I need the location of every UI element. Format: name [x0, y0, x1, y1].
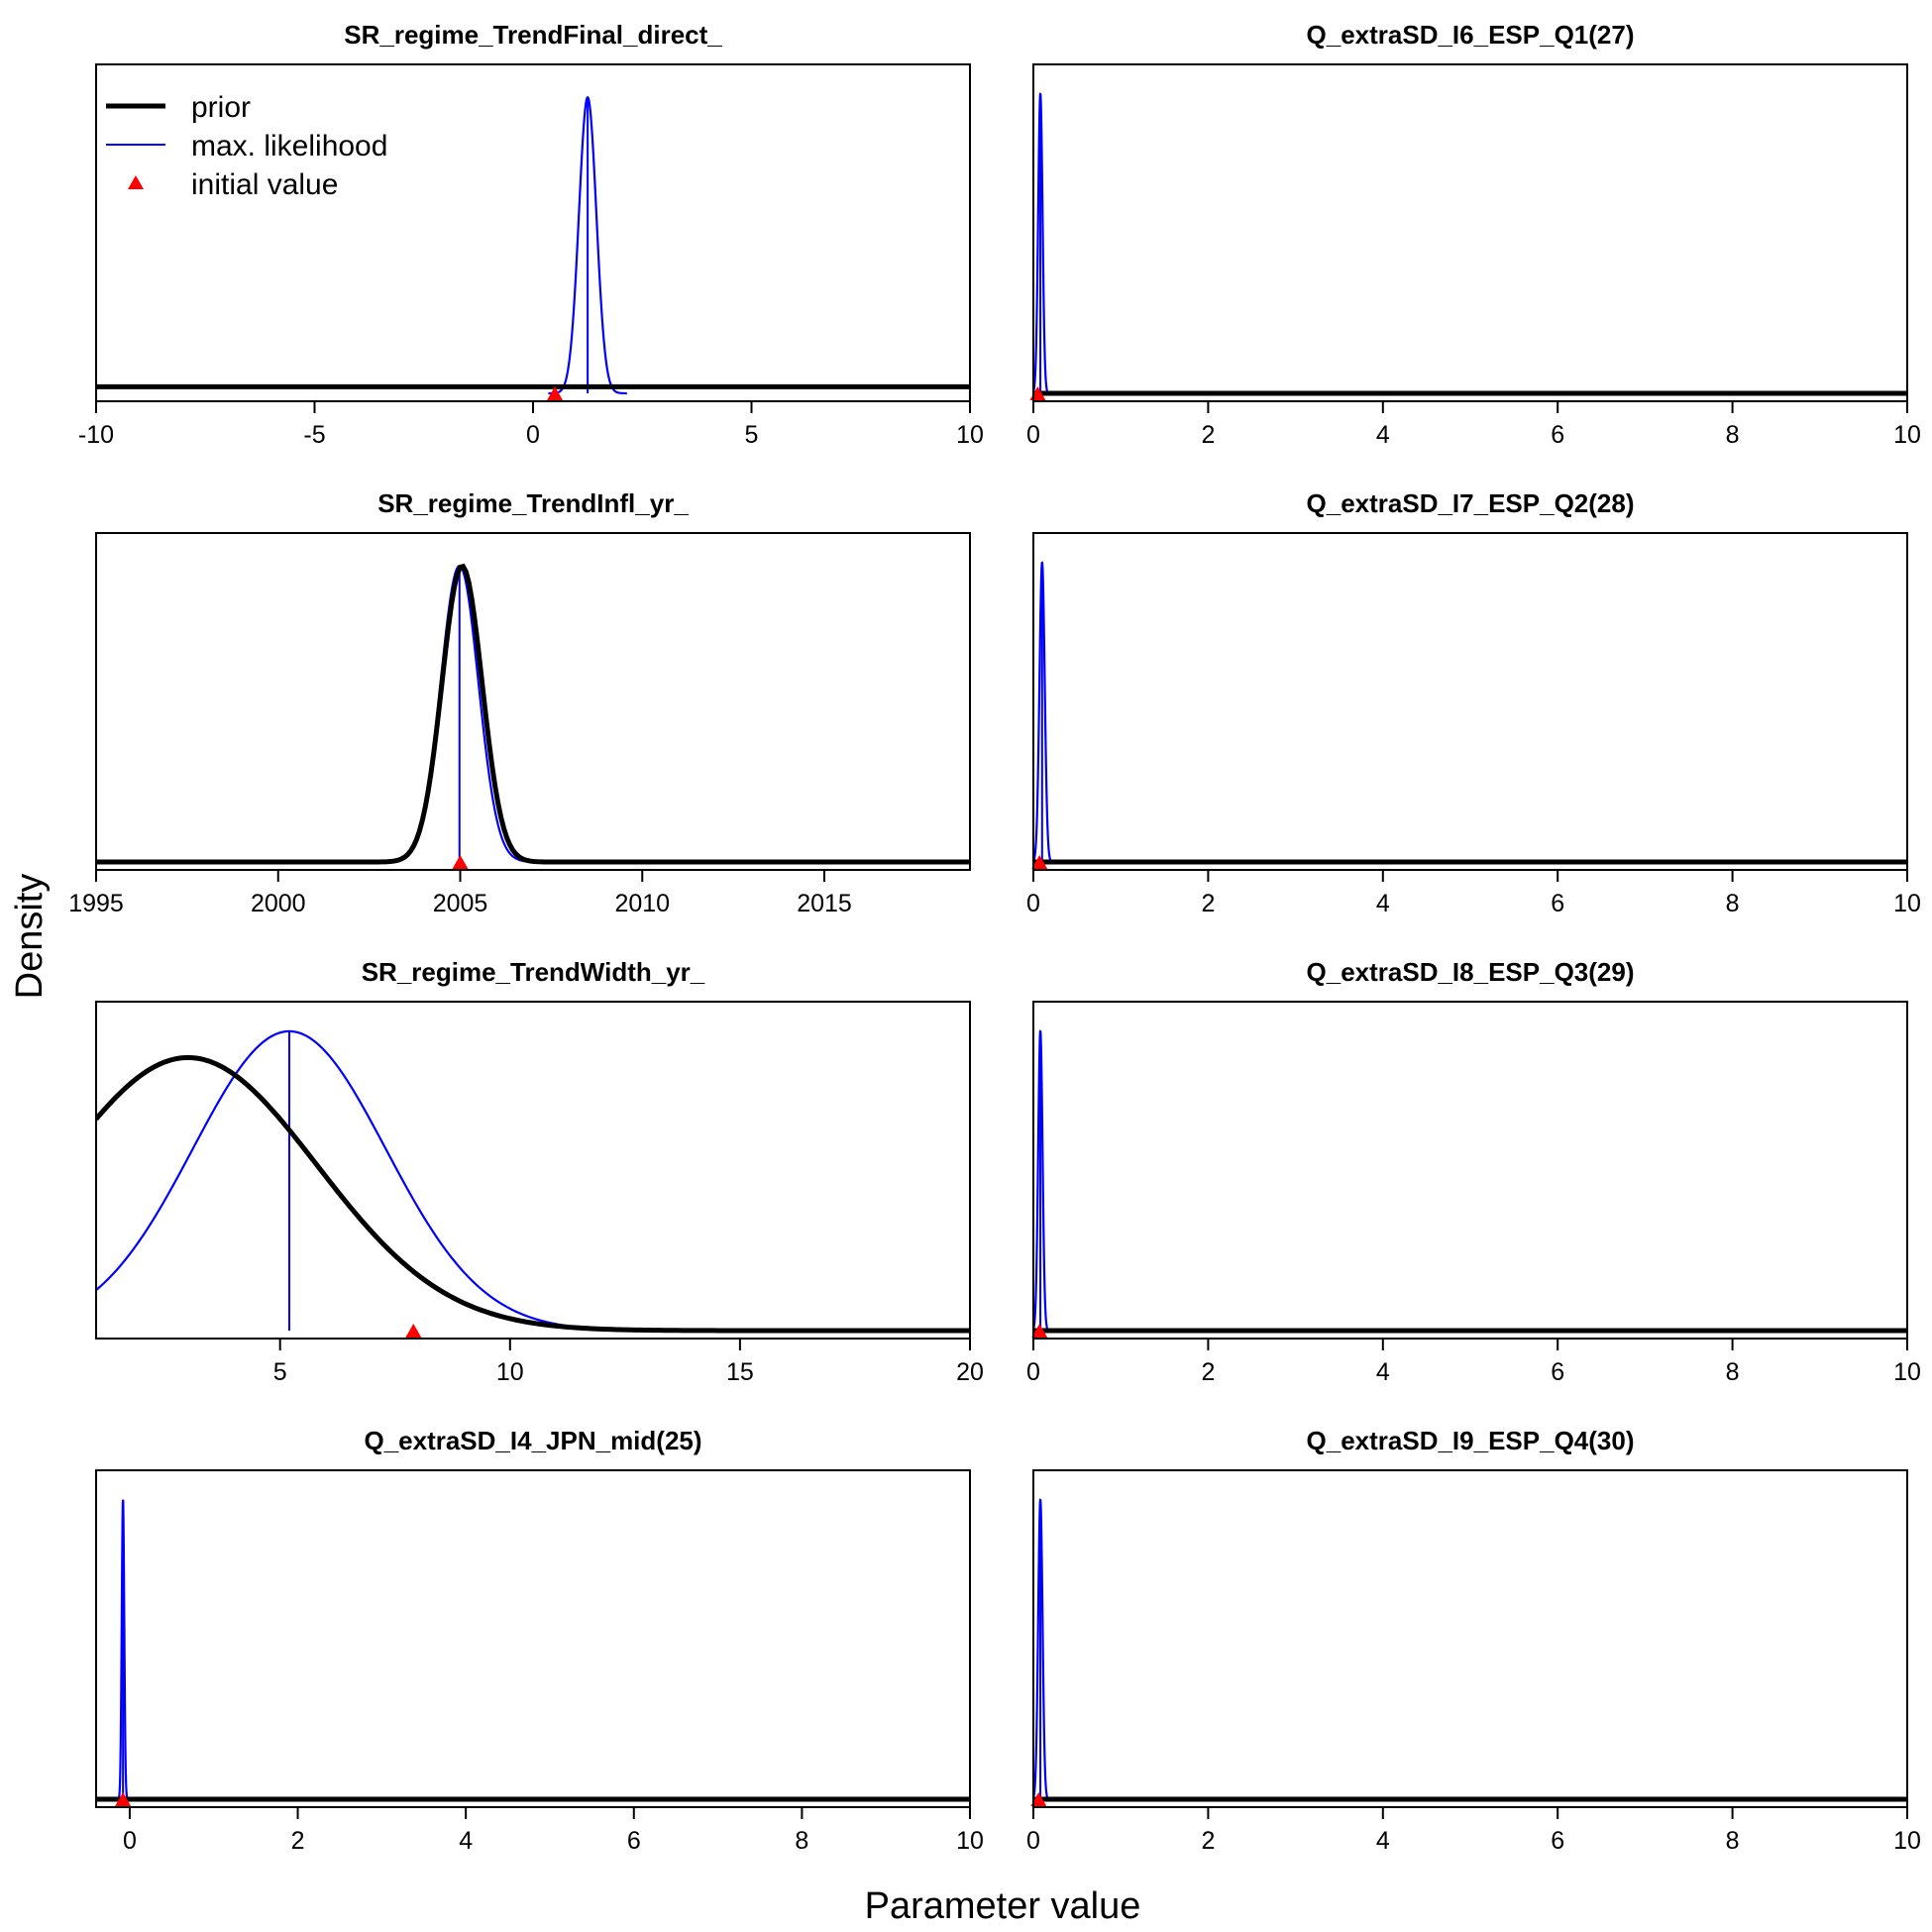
density-panel-4: Q_extraSD_I7_ESP_Q2(28) 0 2 4 6 8 10 [1026, 488, 1921, 917]
panel-frame [1032, 63, 1908, 402]
prior-curve [96, 563, 970, 865]
x-tick-label: 6 [627, 1827, 641, 1855]
x-tick-label: 4 [1376, 890, 1390, 917]
density-panel-6: Q_extraSD_I8_ESP_Q3(29) 0 2 4 6 8 10 [1026, 957, 1921, 1386]
density-panel-7: Q_extraSD_I4_JPN_mid(25) 0 2 4 6 8 10 [95, 1426, 984, 1855]
x-tick-label: 5 [745, 421, 759, 449]
mle-curve [96, 1029, 724, 1333]
x-tick-label: 10 [956, 421, 984, 449]
x-tick-label: 15 [726, 1358, 754, 1386]
x-tick-label: 6 [1551, 1358, 1564, 1386]
panel-title: Q_extraSD_I6_ESP_Q1(27) [1307, 20, 1635, 50]
x-tick-label: 8 [795, 1827, 808, 1855]
x-tick-label: 2 [1201, 1827, 1215, 1855]
x-tick-label: 2000 [251, 890, 306, 917]
x-tick-label: 6 [1551, 1827, 1564, 1855]
mle-curve [1033, 1498, 1051, 1801]
panel-frame [1032, 1001, 1908, 1340]
x-tick-label: 10 [1893, 890, 1921, 917]
panel-frame [1032, 532, 1908, 871]
x-tick-label: -10 [78, 421, 114, 449]
plot-area [1033, 92, 1907, 396]
x-tick-label: 10 [1893, 1827, 1921, 1855]
x-tick-label: 0 [1026, 1358, 1040, 1386]
x-tick-label: 4 [1376, 1358, 1390, 1386]
x-tick-label: 2 [1201, 421, 1215, 449]
plot-area [96, 1499, 970, 1802]
density-panel-5: SR_regime_TrendWidth_yr_ 5 10 15 20 [95, 957, 984, 1386]
y-axis-title: Density [9, 874, 51, 1000]
panel-title: SR_regime_TrendFinal_direct_ [344, 20, 722, 50]
mle-curve [1033, 561, 1054, 864]
plot-area [96, 563, 970, 865]
initial-value-marker [547, 386, 564, 400]
panel-title: Q_extraSD_I7_ESP_Q2(28) [1307, 488, 1635, 518]
x-tick-label: 2 [1201, 890, 1215, 917]
panel-grid: SR_regime_TrendFinal_direct_ -10 -5 0 5 10 pri… [68, 20, 1921, 1855]
panel-frame [1032, 1469, 1908, 1808]
x-tick-label: 2015 [797, 890, 852, 917]
plot-area [1033, 1498, 1907, 1802]
panel-title: Q_extraSD_I8_ESP_Q3(29) [1307, 957, 1635, 987]
x-tick-label: 8 [1726, 890, 1740, 917]
x-tick-label: 4 [459, 1827, 473, 1855]
x-tick-label: 8 [1726, 421, 1740, 449]
panel-title: SR_regime_TrendWidth_yr_ [362, 957, 705, 987]
plot-area [96, 1029, 970, 1334]
x-tick-label: 10 [1893, 421, 1921, 449]
plot-area [96, 95, 970, 395]
legend-label: max. likelihood [191, 130, 387, 162]
x-tick-label: 10 [1893, 1358, 1921, 1386]
x-tick-label: 2010 [614, 890, 670, 917]
mle-curve [1033, 1029, 1051, 1333]
x-tick-label: 8 [1726, 1358, 1740, 1386]
x-tick-label: 5 [273, 1358, 287, 1386]
panel-title: Q_extraSD_I9_ESP_Q4(30) [1307, 1426, 1635, 1455]
legend-initial-swatch [128, 175, 144, 189]
prior-curve [96, 1054, 970, 1334]
plot-area [1033, 561, 1907, 865]
plot-area [1033, 1029, 1907, 1334]
x-tick-label: 10 [496, 1358, 524, 1386]
x-tick-label: 1995 [68, 890, 124, 917]
x-tick-label: 0 [1026, 890, 1040, 917]
panel-title: SR_regime_TrendInfl_yr_ [377, 488, 689, 518]
x-tick-label: -5 [303, 421, 325, 449]
x-tick-label: 4 [1376, 1827, 1390, 1855]
x-tick-label: 0 [123, 1827, 137, 1855]
initial-value-marker [1031, 1324, 1048, 1338]
initial-value-marker [452, 855, 469, 869]
x-tick-label: 0 [1026, 421, 1040, 449]
initial-value-marker [405, 1324, 422, 1338]
panel-title: Q_extraSD_I4_JPN_mid(25) [364, 1426, 701, 1455]
x-axis-title: Parameter value [865, 1885, 1141, 1927]
x-tick-label: 0 [526, 421, 540, 449]
x-tick-label: 4 [1376, 421, 1390, 449]
x-tick-label: 6 [1551, 890, 1564, 917]
initial-value-marker [115, 1792, 132, 1806]
initial-value-marker [1031, 855, 1048, 869]
initial-value-marker [1030, 1792, 1047, 1806]
x-tick-label: 8 [1726, 1827, 1740, 1855]
panel-frame [95, 532, 971, 871]
density-panel-1: SR_regime_TrendFinal_direct_ -10 -5 0 5 10 pri… [78, 20, 984, 449]
legend: prior max. likelihood initial value [106, 91, 387, 201]
legend-label: initial value [191, 168, 338, 201]
x-tick-label: 0 [1026, 1827, 1040, 1855]
density-panel-3: SR_regime_TrendInfl_yr_ 1995 2000 2005 2010 2… [68, 488, 971, 917]
x-tick-label: 20 [956, 1358, 984, 1386]
x-tick-label: 10 [956, 1827, 984, 1855]
density-panel-2: Q_extraSD_I6_ESP_Q1(27) 0 2 4 6 8 10 [1026, 20, 1921, 449]
panel-frame [95, 1469, 971, 1808]
x-tick-label: 2005 [433, 890, 488, 917]
x-tick-label: 6 [1551, 421, 1564, 449]
panel-frame [95, 1001, 971, 1340]
legend-label: prior [191, 91, 251, 124]
mle-curve [1033, 92, 1051, 395]
x-tick-label: 2 [1201, 1358, 1215, 1386]
x-tick-label: 2 [291, 1827, 305, 1855]
density-panel-8: Q_extraSD_I9_ESP_Q4(30) 0 2 4 6 8 10 [1026, 1426, 1921, 1855]
